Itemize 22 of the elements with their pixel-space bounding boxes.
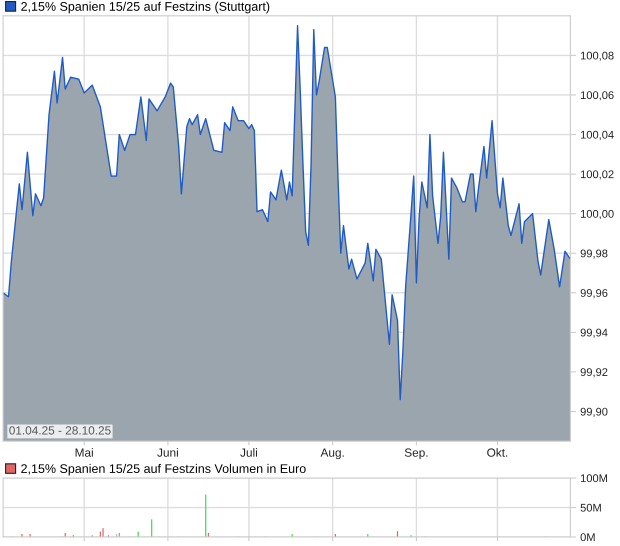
y-tick-label: 100M [580,474,608,482]
y-tick-label: 100,04 [580,130,614,140]
y-tick-label: 100,00 [580,210,614,220]
y-tick-label: 0M [580,533,595,542]
x-tick-label: Aug. [320,448,344,460]
x-tick-label: Juli [240,448,257,457]
legend-label: 2,15% Spanien 15/25 auf Festzins Volumen in Euro [21,464,306,476]
x-tick-label: Sep. [404,448,428,460]
y-tick-label: 100,02 [580,170,614,180]
y-tick-label: 100,06 [580,91,614,100]
x-tick-label: Okt. [487,448,508,457]
x-tick-label: Juni [157,448,178,457]
y-tick-label: 99,94 [580,328,608,338]
y-tick-label: 99,98 [580,249,608,259]
y-tick-label: 99,92 [580,368,608,378]
legend-label: 2,15% Spanien 15/25 auf Festzins (Stuttgart) [21,2,270,14]
y-tick-label: 99,90 [580,408,608,417]
y-tick-label: 100,08 [580,52,614,61]
y-tick-label: 99,96 [580,289,608,298]
y-tick-label: 50M [580,504,601,512]
annotation: 01.04.25 - 28.10.25 [9,426,111,435]
x-tick-label: Mai [76,448,93,457]
